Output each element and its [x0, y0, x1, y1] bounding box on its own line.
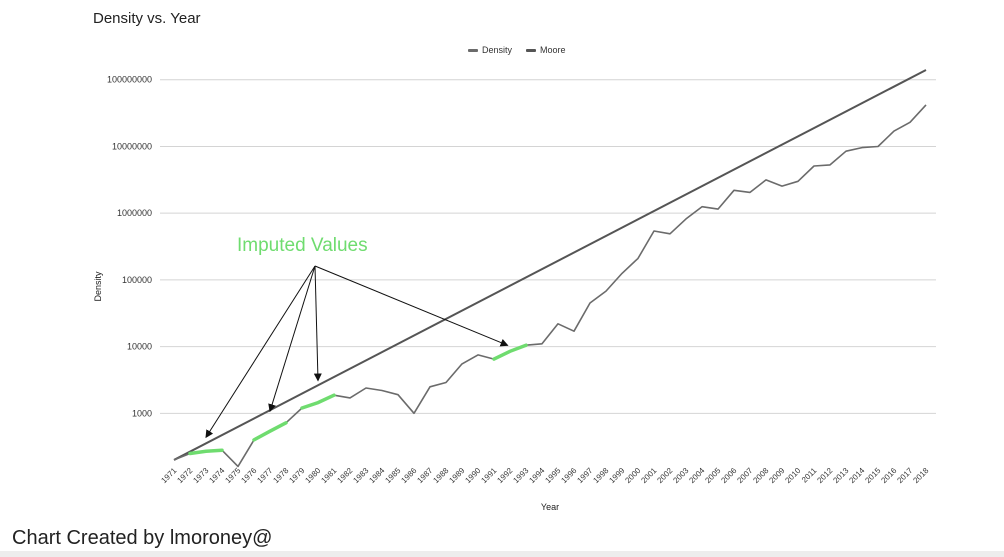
- x-axis: 1971197219731974197519761977197819791980…: [159, 466, 930, 512]
- y-tick-label: 100000: [122, 275, 152, 285]
- x-tick-label: 2012: [815, 466, 834, 485]
- x-tick-label: 1985: [383, 466, 402, 485]
- gridlines: [160, 79, 936, 414]
- series-line-moore: [173, 69, 927, 461]
- annotation-arrow: [268, 265, 316, 413]
- imputed-segment: [492, 343, 528, 361]
- x-tick-label: 2005: [703, 466, 722, 485]
- legend: Density Moore: [468, 45, 566, 55]
- x-tick-label: 1993: [511, 466, 530, 485]
- x-tick-label: 1976: [239, 466, 258, 485]
- legend-item-density: Density: [468, 45, 512, 55]
- y-tick-label: 100000000: [107, 75, 152, 85]
- annotation-arrow: [313, 265, 322, 382]
- x-tick-label: 1988: [431, 466, 450, 485]
- legend-label-density: Density: [482, 45, 513, 55]
- x-axis-title: Year: [541, 502, 559, 512]
- y-axis: 1000 10000 100000 1000000 10000000 100000000 D…: [93, 75, 152, 419]
- x-tick-label: 1987: [415, 466, 434, 485]
- y-tick-label: 10000000: [112, 141, 152, 151]
- annotation-arrow: [314, 265, 509, 347]
- x-tick-label: 2007: [735, 466, 754, 485]
- legend-swatch-moore: [526, 48, 537, 52]
- x-tick-label: 1972: [175, 466, 194, 485]
- x-tick-label: 1992: [495, 466, 514, 485]
- chart-credit: Chart Created by lmoroney@: [12, 527, 273, 549]
- x-tick-label: 2002: [655, 466, 674, 485]
- x-tick-label: 1984: [367, 466, 386, 485]
- x-tick-label: 1977: [255, 466, 274, 485]
- x-tick-label: 2015: [863, 466, 882, 485]
- x-tick-label: 1979: [287, 466, 306, 485]
- x-tick-label: 1986: [399, 466, 418, 485]
- annotation-arrow: [205, 265, 316, 439]
- x-tick-label: 1989: [447, 466, 466, 485]
- x-tick-label: 2017: [895, 466, 914, 485]
- x-tick-label: 1997: [575, 466, 594, 485]
- x-tick-label: 2013: [831, 466, 850, 485]
- annotation-layer: Imputed Values: [205, 235, 509, 439]
- x-tick-label: 2006: [719, 466, 738, 485]
- x-tick-label: 2018: [911, 466, 930, 485]
- legend-swatch-density: [468, 48, 478, 52]
- bottom-strip: [0, 551, 1004, 557]
- x-tick-label: 2008: [751, 466, 770, 485]
- x-tick-label: 2014: [847, 466, 866, 485]
- series-line-density: [173, 104, 927, 468]
- x-tick-label: 2011: [800, 466, 819, 485]
- x-tick-label: 1981: [319, 466, 338, 485]
- x-tick-label: 1991: [479, 466, 498, 485]
- x-tick-label: 1973: [191, 466, 210, 485]
- y-tick-label: 1000000: [117, 208, 152, 218]
- y-tick-label: 1000: [132, 408, 152, 418]
- x-tick-label: 1974: [207, 466, 226, 485]
- series-layer: [173, 69, 927, 468]
- x-tick-label: 2003: [671, 466, 690, 485]
- x-tick-label: 2009: [767, 466, 786, 485]
- annotation-label: Imputed Values: [237, 235, 368, 256]
- imputed-segment: [252, 421, 288, 442]
- x-tick-label: 1998: [591, 466, 610, 485]
- x-tick-label: 1990: [463, 466, 482, 485]
- x-tick-label: 1995: [543, 466, 562, 485]
- imputed-segment: [188, 448, 224, 456]
- y-axis-title: Density: [93, 271, 103, 302]
- x-tick-label: 1975: [223, 466, 242, 485]
- imputed-segment: [300, 393, 336, 410]
- x-tick-label: 1980: [303, 466, 322, 485]
- x-tick-label: 1996: [559, 466, 578, 485]
- chart-title: Density vs. Year: [93, 10, 201, 27]
- x-tick-label: 2010: [783, 466, 802, 485]
- x-tick-label: 2016: [879, 466, 898, 485]
- x-tick-label: 2000: [623, 466, 642, 485]
- x-tick-label: 1999: [607, 466, 626, 485]
- x-tick-label: 1994: [527, 466, 546, 485]
- x-tick-label: 1971: [159, 466, 178, 485]
- y-tick-label: 10000: [127, 342, 152, 352]
- x-tick-label: 1982: [335, 466, 354, 485]
- x-tick-label: 1983: [351, 466, 370, 485]
- legend-label-moore: Moore: [540, 45, 566, 55]
- x-tick-label: 1978: [271, 466, 290, 485]
- x-tick-label: 2001: [639, 466, 658, 485]
- x-tick-label: 2004: [687, 466, 706, 485]
- legend-item-moore: Moore: [526, 45, 566, 55]
